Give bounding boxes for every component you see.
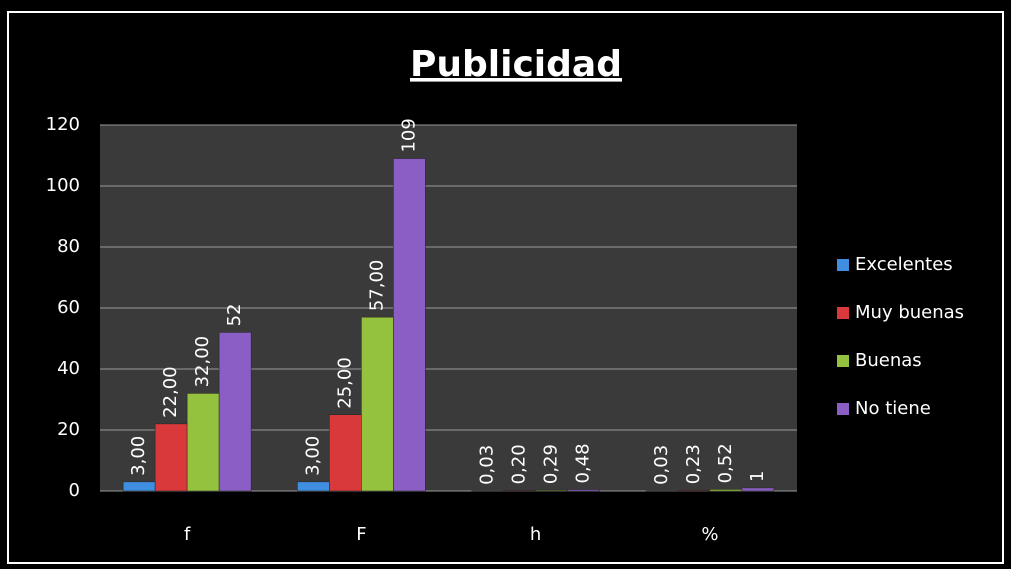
bar bbox=[677, 490, 711, 492]
data-label: 0,29 bbox=[541, 444, 562, 484]
legend-label: No tiene bbox=[855, 398, 931, 419]
y-tick-label: 60 bbox=[57, 297, 80, 318]
data-label: 0,48 bbox=[573, 443, 594, 483]
bar bbox=[535, 489, 568, 492]
legend-swatch bbox=[837, 259, 849, 271]
bar bbox=[218, 332, 252, 492]
legend-swatch bbox=[837, 403, 849, 415]
legend-label: Muy buenas bbox=[855, 302, 964, 323]
bar bbox=[709, 489, 743, 492]
y-tick-label: 20 bbox=[57, 419, 80, 440]
data-label: 3,00 bbox=[302, 436, 323, 476]
data-label: 1 bbox=[747, 470, 768, 481]
bar bbox=[122, 481, 156, 492]
bar bbox=[186, 393, 220, 492]
chart-title: Publicidad bbox=[410, 44, 622, 85]
data-label: 0,03 bbox=[651, 445, 672, 485]
x-tick-label: f bbox=[184, 524, 191, 545]
x-tick-label: h bbox=[530, 524, 541, 545]
data-label: 22,00 bbox=[160, 366, 181, 418]
bar bbox=[154, 423, 188, 492]
y-tick-label: 40 bbox=[57, 358, 80, 379]
data-label: 0,52 bbox=[715, 443, 736, 483]
x-tick-label: % bbox=[701, 524, 718, 545]
y-tick-label: 0 bbox=[69, 480, 80, 501]
bar bbox=[361, 316, 394, 492]
legend-label: Excelentes bbox=[855, 254, 953, 275]
bar bbox=[393, 158, 426, 492]
data-label: 0,23 bbox=[683, 444, 704, 484]
data-label: 25,00 bbox=[334, 357, 355, 409]
legend-label: Buenas bbox=[855, 350, 922, 371]
x-tick-label: F bbox=[356, 524, 366, 545]
y-tick-label: 80 bbox=[57, 236, 80, 257]
y-tick-label: 100 bbox=[46, 175, 80, 196]
bar bbox=[297, 481, 330, 492]
bar bbox=[741, 487, 775, 492]
data-label: 109 bbox=[398, 118, 419, 152]
legend-swatch bbox=[837, 307, 849, 319]
data-label: 57,00 bbox=[366, 260, 387, 312]
chart-border bbox=[7, 11, 1004, 564]
bar bbox=[503, 490, 536, 492]
bar bbox=[329, 414, 362, 492]
y-tick-label: 120 bbox=[46, 114, 80, 135]
data-label: 0,03 bbox=[477, 445, 498, 485]
data-label: 52 bbox=[224, 303, 245, 326]
bar bbox=[567, 489, 600, 492]
data-label: 0,20 bbox=[509, 444, 530, 484]
data-label: 32,00 bbox=[192, 336, 213, 388]
data-label: 3,00 bbox=[128, 436, 149, 476]
legend-swatch bbox=[837, 355, 849, 367]
